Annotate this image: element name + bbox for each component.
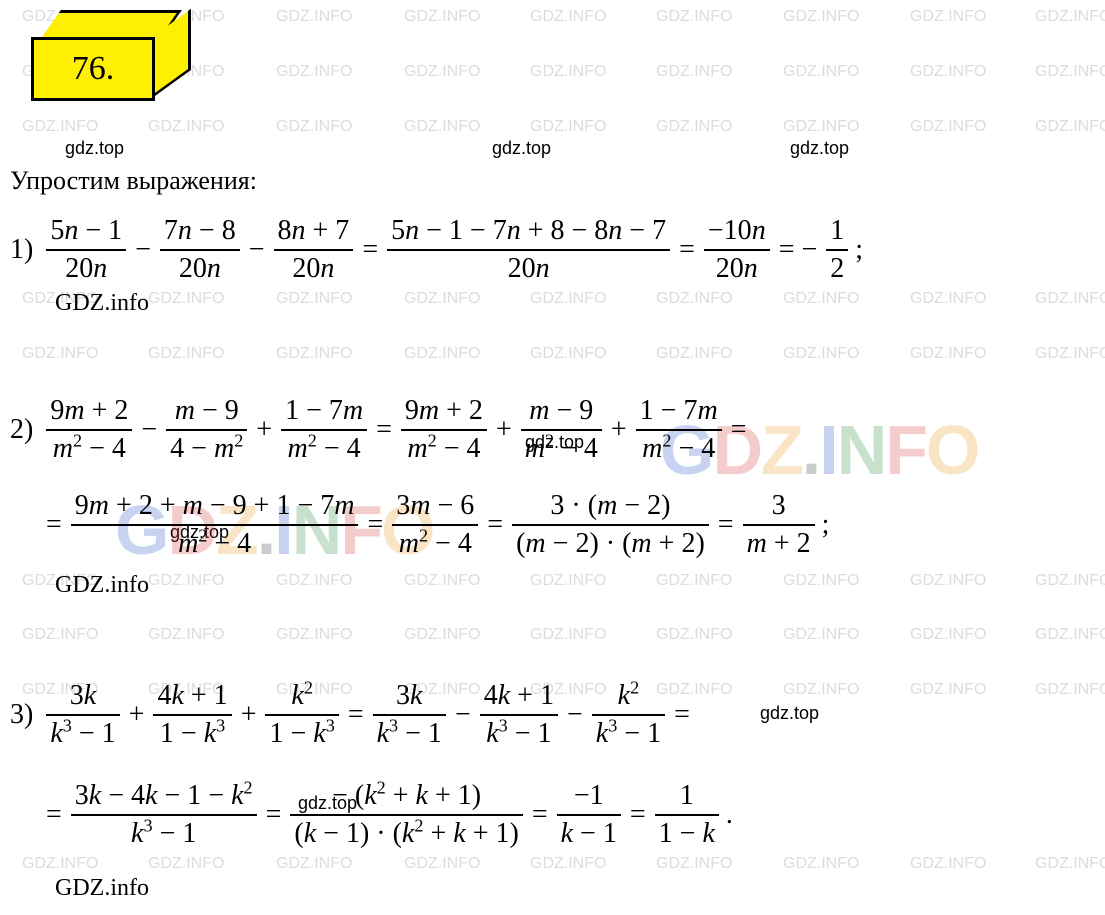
watermark-text: GDZ.INFO <box>910 63 986 81</box>
watermark-text: GDZ.INFO <box>656 63 732 81</box>
watermark-text: GDZ.INFO <box>910 118 986 136</box>
watermark-text: GDZ.INFO <box>783 626 859 644</box>
expr-3-line-a: 3) 3kk3 − 1 + 4k + 11 − k3 + k21 − k3 = … <box>10 680 696 750</box>
watermark-text: GDZ.INFO <box>148 572 224 590</box>
gdztop-text: gdz.top <box>492 138 551 159</box>
watermark-text: GDZ.INFO <box>22 290 98 308</box>
expr-2-line-a: 2) 9m + 2m2 − 4 − m − 94 − m2 + 1 − 7mm2… <box>10 395 752 465</box>
watermark-text: GDZ.INFO <box>530 626 606 644</box>
watermark-text: GDZ.INFO <box>530 8 606 26</box>
expr-3-line-b: = 3k − 4k − 1 − k2k3 − 1 = − (k2 + k + 1… <box>40 780 733 850</box>
watermark-text: GDZ.INFO <box>148 118 224 136</box>
watermark-text: GDZ.INFO <box>910 572 986 590</box>
watermark-text: GDZ.INFO <box>783 290 859 308</box>
watermark-text: GDZ.INFO <box>276 118 352 136</box>
watermark-text: GDZ.INFO <box>1035 8 1105 26</box>
expr-1: 1) 5n − 120n − 7n − 820n − 8n + 720n = 5… <box>10 215 863 285</box>
watermark-text: GDZ.INFO <box>910 855 986 873</box>
watermark-text: GDZ.INFO <box>783 8 859 26</box>
watermark-text: GDZ.INFO <box>404 290 480 308</box>
watermark-text: GDZ.INFO <box>1035 118 1105 136</box>
watermark-text: GDZ.INFO <box>148 345 224 363</box>
item-number: 2) <box>10 414 33 446</box>
watermark-text: GDZ.INFO <box>276 345 352 363</box>
watermark-text: GDZ.INFO <box>276 290 352 308</box>
watermark-text: GDZ.INFO <box>910 626 986 644</box>
gdzinfo-text: GDZ.info <box>55 572 149 599</box>
watermark-text: GDZ.INFO <box>276 8 352 26</box>
watermark-text: GDZ.INFO <box>1035 572 1105 590</box>
watermark-text: GDZ.INFO <box>22 345 98 363</box>
watermark-text: GDZ.INFO <box>404 626 480 644</box>
watermark-text: GDZ.INFO <box>910 8 986 26</box>
watermark-text: GDZ.INFO <box>276 572 352 590</box>
watermark-text: GDZ.INFO <box>404 345 480 363</box>
watermark-text: GDZ.INFO <box>22 626 98 644</box>
watermark-text: GDZ.INFO <box>1035 290 1105 308</box>
watermark-text: GDZ.INFO <box>148 855 224 873</box>
watermark-text: GDZ.INFO <box>910 681 986 699</box>
watermark-text: GDZ.INFO <box>22 118 98 136</box>
problem-number: 76. <box>31 37 155 101</box>
watermark-text: GDZ.INFO <box>1035 626 1105 644</box>
watermark-text: GDZ.INFO <box>656 626 732 644</box>
watermark-text: GDZ.INFO <box>783 572 859 590</box>
expr-2-line-b: = 9m + 2 + m − 9 + 1 − 7mm2 − 4 = 3m − 6… <box>40 490 829 560</box>
watermark-text: GDZ.INFO <box>656 290 732 308</box>
watermark-text: GDZ.INFO <box>404 118 480 136</box>
item-number: 1) <box>10 234 33 266</box>
problem-number-box: 76. <box>5 5 205 120</box>
watermark-text: GDZ.INFO <box>1035 63 1105 81</box>
watermark-text: GDZ.INFO <box>910 290 986 308</box>
watermark-text: GDZ.INFO <box>783 63 859 81</box>
watermark-text: GDZ.INFO <box>783 118 859 136</box>
watermark-text: GDZ.INFO <box>656 118 732 136</box>
watermark-text: GDZ.INFO <box>22 572 98 590</box>
watermark-text: GDZ.INFO <box>530 63 606 81</box>
gdzinfo-text: GDZ.info <box>55 290 149 317</box>
watermark-text: GDZ.INFO <box>404 63 480 81</box>
watermark-text: GDZ.INFO <box>783 681 859 699</box>
watermark-text: GDZ.INFO <box>530 290 606 308</box>
gdztop-text: gdz.top <box>760 703 819 724</box>
watermark-text: GDZ.INFO <box>1035 681 1105 699</box>
watermark-text: GDZ.INFO <box>910 345 986 363</box>
watermark-text: GDZ.INFO <box>22 855 98 873</box>
watermark-text: GDZ.INFO <box>530 118 606 136</box>
gdzinfo-text: GDZ.info <box>55 875 149 902</box>
gdztop-text: gdz.top <box>65 138 124 159</box>
watermark-text: GDZ.INFO <box>1035 345 1105 363</box>
watermark-text: GDZ.INFO <box>530 345 606 363</box>
watermark-text: GDZ.INFO <box>276 63 352 81</box>
watermark-text: GDZ.INFO <box>276 855 352 873</box>
watermark-text: GDZ.INFO <box>404 572 480 590</box>
watermark-text: GDZ.INFO <box>530 855 606 873</box>
watermark-text: GDZ.INFO <box>404 855 480 873</box>
watermark-text: GDZ.INFO <box>148 626 224 644</box>
item-number: 3) <box>10 699 33 731</box>
title: Упростим выражения: <box>10 166 257 196</box>
watermark-text: GDZ.INFO <box>656 345 732 363</box>
watermark-text: GDZ.INFO <box>783 855 859 873</box>
watermark-text: GDZ.INFO <box>530 572 606 590</box>
watermark-text: GDZ.INFO <box>276 626 352 644</box>
watermark-text: GDZ.INFO <box>404 8 480 26</box>
watermark-text: GDZ.INFO <box>656 855 732 873</box>
watermark-text: GDZ.INFO <box>656 572 732 590</box>
watermark-text: GDZ.INFO <box>656 8 732 26</box>
watermark-text: GDZ.INFO <box>148 290 224 308</box>
watermark-text: GDZ.INFO <box>783 345 859 363</box>
gdztop-text: gdz.top <box>790 138 849 159</box>
watermark-text: GDZ.INFO <box>1035 855 1105 873</box>
